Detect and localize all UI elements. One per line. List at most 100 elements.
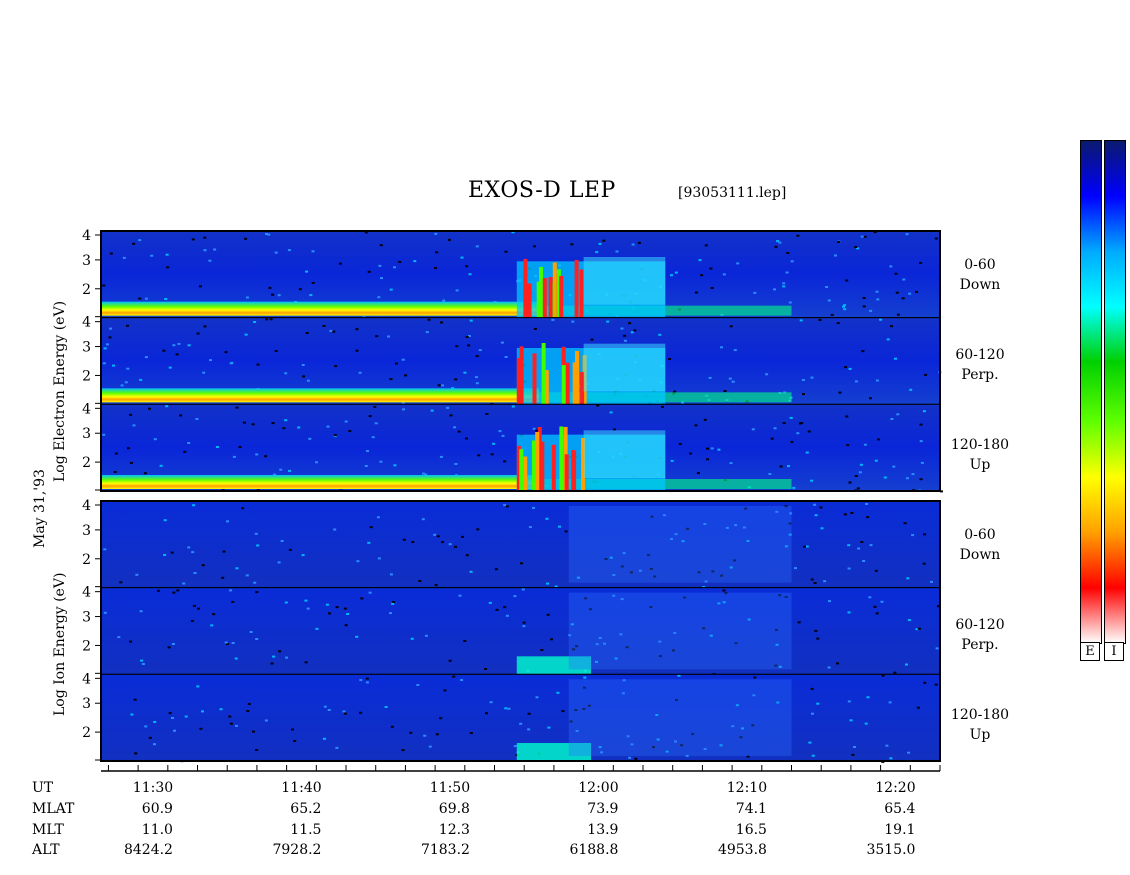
noise-pixel [915, 628, 919, 631]
y-tick-label: 3 [82, 696, 91, 712]
noise-pixel [813, 582, 817, 584]
noise-pixel [685, 754, 689, 757]
noise-pixel [199, 727, 203, 730]
noise-pixel [428, 745, 432, 748]
noise-pixel [232, 455, 236, 458]
precipitation-burst [579, 269, 584, 318]
panel-label-e2: 60-120 Perp. [940, 345, 1020, 385]
noise-pixel [628, 756, 632, 759]
noise-pixel [751, 428, 755, 431]
noise-pixel [825, 286, 829, 288]
y-tick-label: 4 [82, 228, 91, 244]
noise-pixel [454, 378, 458, 381]
noise-pixel [234, 657, 238, 660]
precipitation-burst [535, 432, 540, 491]
noise-pixel [117, 636, 121, 639]
noise-pixel [488, 601, 492, 604]
noise-pixel [304, 661, 308, 664]
noise-pixel [504, 250, 508, 253]
noise-pixel [810, 578, 814, 581]
noise-pixel [803, 545, 806, 548]
noise-pixel [923, 533, 926, 536]
noise-pixel [702, 627, 706, 630]
noise-pixel [850, 512, 854, 514]
y-tick-label: 2 [82, 552, 91, 568]
precipitation-burst [516, 445, 521, 491]
noise-pixel [784, 545, 788, 548]
noise-pixel [782, 282, 786, 285]
noise-pixel [192, 504, 196, 507]
noise-pixel [583, 686, 586, 689]
noise-pixel [163, 519, 167, 522]
noise-pixel [284, 419, 288, 422]
noise-pixel [390, 725, 394, 728]
noise-pixel [789, 416, 793, 419]
noise-pixel [924, 373, 928, 376]
noise-pixel [378, 264, 382, 267]
noise-pixel [739, 736, 743, 739]
noise-pixel [889, 757, 893, 760]
noise-pixel [703, 523, 707, 525]
noise-pixel [179, 414, 183, 417]
noise-pixel [778, 594, 782, 597]
noise-pixel [665, 750, 669, 753]
noise-pixel [808, 741, 812, 744]
noise-pixel [164, 298, 168, 300]
noise-pixel [837, 241, 841, 243]
noise-pixel [532, 427, 536, 430]
noise-pixel [254, 532, 258, 535]
precipitation-burst [575, 351, 579, 405]
noise-pixel [377, 557, 381, 560]
low-energy-band [101, 475, 540, 489]
noise-pixel [858, 471, 862, 474]
noise-pixel [919, 478, 923, 481]
ion-enhancement [568, 506, 792, 583]
noise-pixel [545, 517, 549, 520]
noise-pixel [455, 345, 459, 348]
noise-pixel [774, 245, 778, 248]
noise-pixel [159, 464, 163, 467]
noise-pixel [355, 635, 359, 638]
noise-pixel [401, 402, 405, 404]
noise-pixel [504, 707, 508, 710]
noise-pixel [853, 746, 856, 748]
noise-pixel [736, 262, 740, 265]
noise-pixel [746, 755, 750, 758]
noise-pixel [590, 338, 594, 341]
orbit-row-label: MLAT [32, 801, 75, 817]
noise-pixel [935, 647, 939, 650]
noise-pixel [768, 473, 772, 475]
precipitation-burst [572, 362, 577, 405]
noise-pixel [674, 740, 677, 743]
noise-pixel [460, 256, 464, 259]
noise-pixel [103, 548, 107, 551]
noise-pixel [532, 506, 535, 509]
noise-pixel [144, 725, 148, 728]
noise-pixel [252, 730, 255, 733]
noise-pixel [327, 709, 331, 711]
noise-pixel [564, 530, 568, 533]
noise-pixel [678, 442, 682, 445]
noise-pixel [717, 602, 721, 605]
noise-pixel [109, 252, 113, 255]
noise-pixel [203, 249, 207, 252]
noise-pixel [219, 708, 223, 711]
ion-ylabel: Log Ion Energy (eV) [52, 572, 68, 716]
noise-pixel [623, 339, 627, 342]
orbit-row-value: 11:40 [281, 780, 322, 796]
noise-pixel [443, 689, 447, 692]
noise-pixel [304, 599, 308, 602]
noise-pixel [255, 453, 259, 456]
noise-pixel [652, 746, 655, 749]
noise-pixel [886, 338, 890, 341]
noise-pixel [287, 249, 291, 252]
noise-pixel [724, 592, 728, 595]
noise-pixel [301, 554, 305, 557]
noise-pixel [244, 333, 248, 336]
noise-pixel [434, 584, 438, 587]
noise-pixel [171, 643, 175, 645]
orbit-row-value: 19.1 [884, 822, 916, 838]
noise-pixel [814, 514, 818, 517]
precipitation-burst [523, 456, 528, 491]
spectrogram-panel: 4 3 2 [82, 498, 941, 589]
